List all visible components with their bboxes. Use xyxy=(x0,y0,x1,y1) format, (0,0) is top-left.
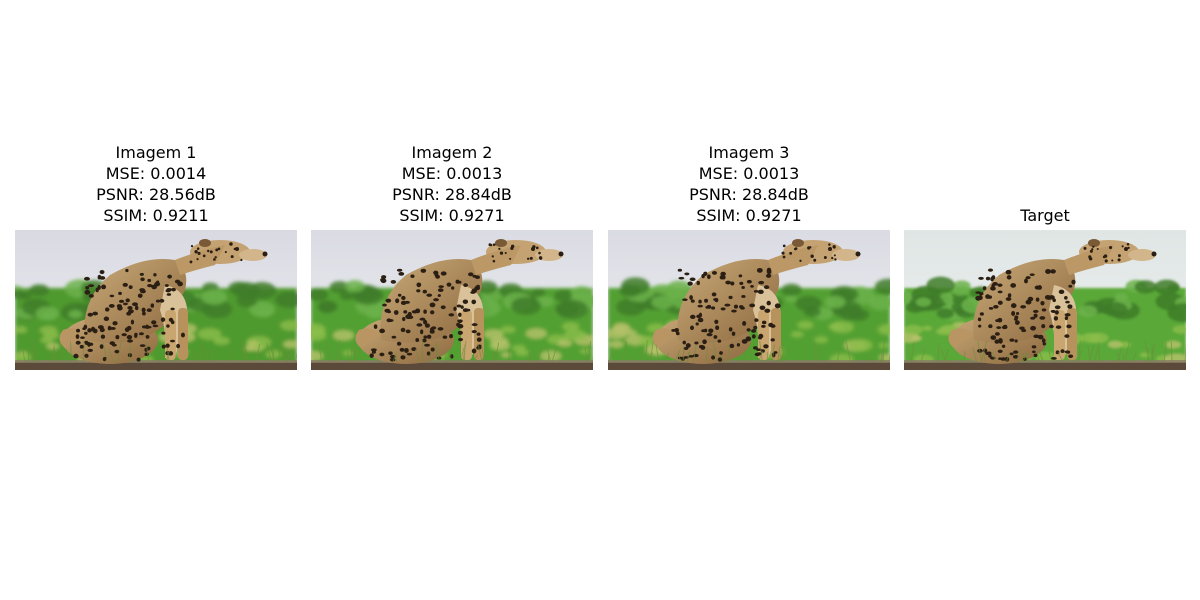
title-line-mse: MSE: 0.0013 xyxy=(401,164,503,183)
title-line-ssim: SSIM: 0.9271 xyxy=(696,206,802,225)
cheetah-photo xyxy=(311,230,593,370)
cheetah-photo xyxy=(15,230,297,370)
title-line-psnr: PSNR: 28.84dB xyxy=(689,185,809,204)
cheetah-photo xyxy=(904,230,1186,370)
panel-title: Imagem 1 MSE: 0.0014 PSNR: 28.56dB SSIM:… xyxy=(15,142,297,226)
panel-title: Target xyxy=(904,142,1186,226)
title-line-ssim: SSIM: 0.9271 xyxy=(399,206,505,225)
cheetah-photo xyxy=(608,230,890,370)
title-line-mse: MSE: 0.0013 xyxy=(698,164,800,183)
panel-target: Target xyxy=(904,142,1186,370)
title-line-name: Target xyxy=(1020,206,1070,225)
title-line-psnr: PSNR: 28.56dB xyxy=(96,185,216,204)
title-line-mse: MSE: 0.0014 xyxy=(105,164,207,183)
title-line-name: Imagem 1 xyxy=(115,143,197,162)
title-line-psnr: PSNR: 28.84dB xyxy=(392,185,512,204)
panel-title: Imagem 2 MSE: 0.0013 PSNR: 28.84dB SSIM:… xyxy=(311,142,593,226)
title-line-name: Imagem 2 xyxy=(411,143,493,162)
panel-imagem-1: Imagem 1 MSE: 0.0014 PSNR: 28.56dB SSIM:… xyxy=(15,142,297,370)
panel-imagem-2: Imagem 2 MSE: 0.0013 PSNR: 28.84dB SSIM:… xyxy=(311,142,593,370)
title-line-name: Imagem 3 xyxy=(708,143,790,162)
panel-title: Imagem 3 MSE: 0.0013 PSNR: 28.84dB SSIM:… xyxy=(608,142,890,226)
panel-imagem-3: Imagem 3 MSE: 0.0013 PSNR: 28.84dB SSIM:… xyxy=(608,142,890,370)
title-line-ssim: SSIM: 0.9211 xyxy=(103,206,209,225)
